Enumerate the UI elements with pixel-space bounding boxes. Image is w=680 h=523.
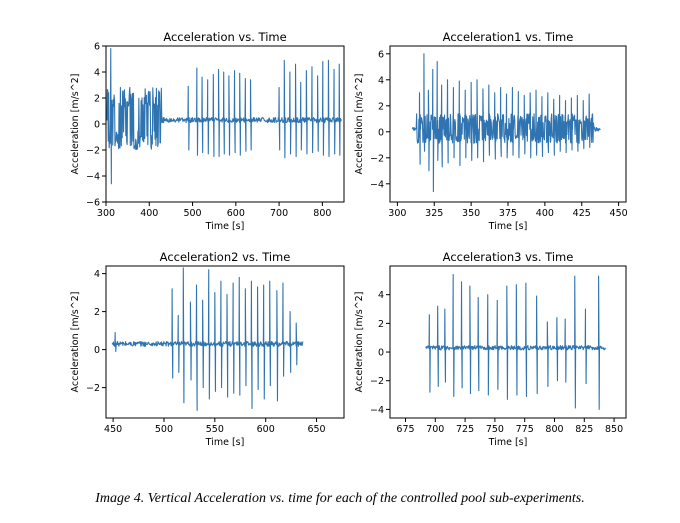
x-tick-label: 500 bbox=[183, 208, 201, 219]
chart-title: Acceleration3 vs. Time bbox=[443, 250, 574, 264]
chart-panel-3: 450 500 550 600 650 −2 0 2 4 Acceleration2 vs. Ti… bbox=[70, 250, 345, 448]
x-tick-label: 300 bbox=[388, 208, 406, 219]
x-tick-label: 325 bbox=[425, 208, 443, 219]
x-axis-label: Time [s] bbox=[488, 221, 528, 232]
x-tick-label: 300 bbox=[97, 208, 115, 219]
signal-line-series bbox=[425, 274, 606, 410]
figure-caption: Image 4. Vertical Acceleration vs. time … bbox=[95, 491, 585, 506]
y-tick-label: −4 bbox=[370, 405, 384, 416]
chart-title: Acceleration1 vs. Time bbox=[443, 30, 574, 44]
y-tick-label: −4 bbox=[86, 172, 100, 183]
y-tick-label: 6 bbox=[378, 49, 384, 60]
y-axis-label: Acceleration [m/s^2] bbox=[70, 292, 81, 393]
plot-frame bbox=[389, 265, 627, 419]
y-tick-label: 2 bbox=[378, 101, 384, 112]
chart-title: Acceleration2 vs. Time bbox=[160, 250, 291, 264]
x-tick-label: 450 bbox=[610, 208, 628, 219]
signal-line-series bbox=[111, 267, 304, 411]
signal-line-series bbox=[106, 48, 342, 185]
x-tick-label: 450 bbox=[104, 424, 122, 435]
y-tick-label: 0 bbox=[94, 120, 100, 131]
y-axis-label: Acceleration [m/s^2] bbox=[354, 74, 365, 175]
x-tick-label: 725 bbox=[456, 424, 474, 435]
y-tick-label: −4 bbox=[370, 179, 384, 190]
x-tick-label: 825 bbox=[575, 424, 593, 435]
y-tick-label: 4 bbox=[94, 269, 100, 280]
signal-line-series bbox=[411, 53, 601, 193]
plot-frame bbox=[105, 265, 345, 419]
y-axis-label: Acceleration [m/s^2] bbox=[70, 74, 81, 175]
y-tick-label: −2 bbox=[370, 153, 384, 164]
x-tick-label: 675 bbox=[396, 424, 414, 435]
x-tick-label: 600 bbox=[257, 424, 275, 435]
x-tick-label: 425 bbox=[573, 208, 591, 219]
chart-panel-2: 300 325 350 375 400 425 450 −4 −2 0 2 4 6 Acceleratio… bbox=[354, 30, 628, 232]
x-tick-label: 350 bbox=[462, 208, 480, 219]
y-tick-label: 4 bbox=[378, 75, 384, 86]
x-axis-label: Time [s] bbox=[205, 437, 245, 448]
x-tick-label: 800 bbox=[545, 424, 563, 435]
x-tick-label: 800 bbox=[313, 208, 331, 219]
x-tick-label: 400 bbox=[536, 208, 554, 219]
x-axis-label: Time [s] bbox=[488, 437, 528, 448]
x-tick-label: 700 bbox=[426, 424, 444, 435]
y-tick-label: 4 bbox=[378, 290, 384, 301]
y-tick-label: 4 bbox=[94, 68, 100, 79]
x-tick-label: 375 bbox=[499, 208, 517, 219]
x-tick-label: 850 bbox=[605, 424, 623, 435]
y-tick-label: 2 bbox=[94, 307, 100, 318]
y-tick-label: −2 bbox=[86, 146, 100, 157]
x-tick-label: 400 bbox=[140, 208, 158, 219]
y-tick-label: 2 bbox=[94, 94, 100, 105]
chart-panel-1: 300 400 500 600 700 800 −6 −4 −2 0 2 4 6 Acceleration… bbox=[70, 30, 345, 232]
x-tick-label: 775 bbox=[516, 424, 534, 435]
y-tick-label: 0 bbox=[94, 345, 100, 356]
x-tick-label: 750 bbox=[486, 424, 504, 435]
y-tick-label: 0 bbox=[378, 127, 384, 138]
x-tick-label: 650 bbox=[307, 424, 325, 435]
chart-title: Acceleration vs. Time bbox=[163, 30, 286, 44]
y-axis-label: Acceleration [m/s^2] bbox=[354, 292, 365, 393]
chart-panel-4: 675 700 725 750 775 800 825 850 −4 −2 0 2 4 Accelerat… bbox=[354, 250, 627, 448]
y-tick-label: −2 bbox=[86, 383, 100, 394]
x-tick-label: 600 bbox=[227, 208, 245, 219]
y-tick-label: 2 bbox=[378, 319, 384, 330]
y-tick-label: 6 bbox=[94, 42, 100, 53]
x-axis-label: Time [s] bbox=[205, 221, 245, 232]
y-tick-label: 0 bbox=[378, 348, 384, 359]
x-tick-label: 500 bbox=[155, 424, 173, 435]
y-tick-label: −2 bbox=[370, 376, 384, 387]
y-tick-label: −6 bbox=[86, 198, 100, 209]
x-tick-label: 700 bbox=[270, 208, 288, 219]
x-tick-label: 550 bbox=[206, 424, 224, 435]
